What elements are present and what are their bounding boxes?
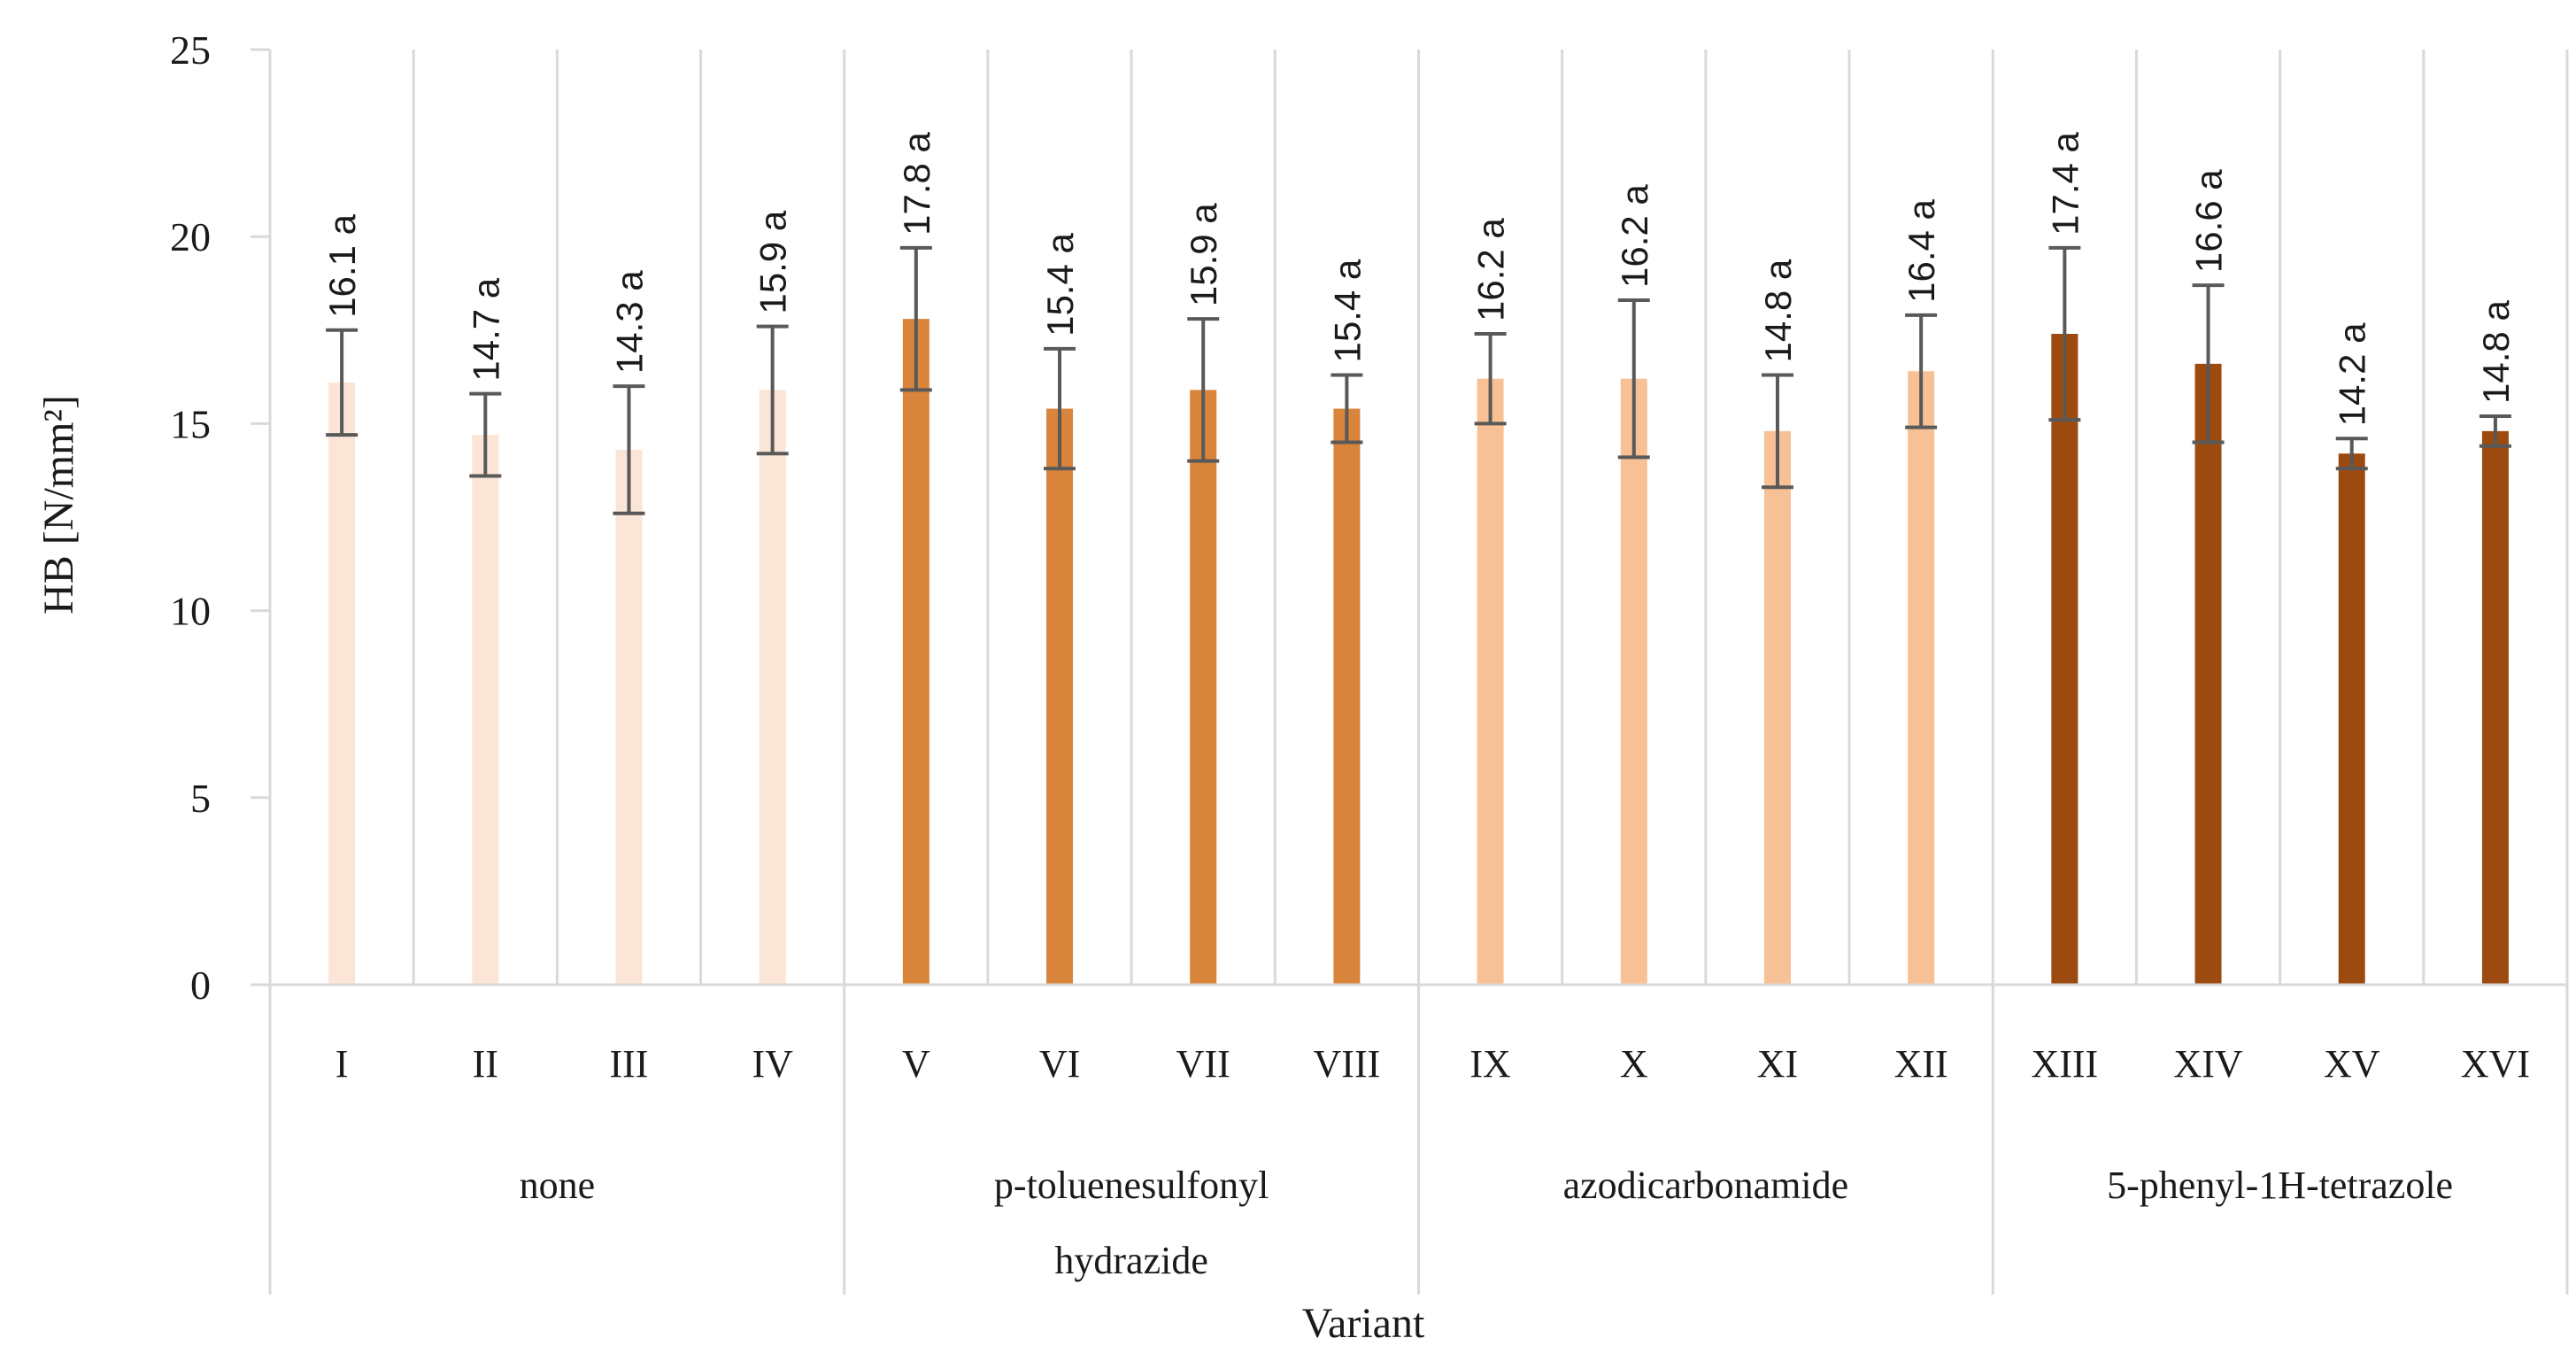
data-label-XI: 14.8 a [1757,259,1799,362]
bar-VII [1190,390,1217,985]
x-tick-label-VIII: VIII [1314,1042,1381,1086]
bar-IV [759,390,786,985]
data-label-XIII: 17.4 a [2044,131,2086,235]
group-label-2: azodicarbonamide [1563,1164,1849,1207]
bar-XII [1908,371,1935,985]
bar-XI [1763,430,1791,985]
x-tick-label-IX: IX [1469,1042,1510,1086]
y-tick-label: 25 [170,27,211,73]
labels-layer: 16.1 a I 14.7 a II 14.3 a III 15.9 a IV 17.8 a V 1… [321,131,2530,1282]
bar-III [615,449,643,985]
x-tick-label-VI: VI [1039,1042,1080,1086]
x-tick-label-XI: XI [1757,1042,1798,1086]
bar-II [472,435,499,985]
data-label-VIII: 15.4 a [1326,259,1368,362]
x-tick-label-X: X [1620,1042,1648,1086]
x-tick-label-XV: XV [2324,1042,2380,1086]
y-tick-label: 5 [190,776,211,821]
x-tick-label-XVI: XVI [2461,1042,2530,1086]
bar-VI [1046,408,1074,985]
x-tick-label-VII: VII [1176,1042,1230,1086]
group-label-3: 5-phenyl-1H-tetrazole [2107,1164,2453,1207]
axes-layer: 0 5 10 15 20 25 [170,27,2569,1295]
group-label-1: hydrazide [1054,1239,1207,1282]
x-tick-label-XII: XII [1894,1042,1948,1086]
data-label-III: 14.3 a [608,270,650,374]
bar-IX [1477,378,1504,985]
bar-XV [2338,453,2365,985]
bar-I [328,382,356,985]
bar-V [902,319,929,985]
grid-layer [268,50,2569,985]
x-axis-title: Variant [1302,1300,1425,1347]
data-label-XII: 16.4 a [1901,198,1942,302]
y-axis-title: HB [N/mm²] [35,395,82,615]
bars-layer [328,319,2509,985]
data-label-V: 17.8 a [896,131,937,235]
data-label-I: 16.1 a [321,213,363,317]
y-tick-label: 0 [190,963,211,1008]
y-tick-label: 20 [170,214,211,259]
bar-XVI [2481,430,2509,985]
data-label-VI: 15.4 a [1039,233,1081,336]
data-label-XVI: 14.8 a [2475,300,2517,404]
x-tick-label-XIII: XIII [2031,1042,2098,1086]
data-label-XIV: 16.6 a [2188,169,2230,273]
x-tick-label-I: I [335,1042,349,1086]
error-bars-layer [326,245,2511,515]
x-tick-label-XIV: XIV [2173,1042,2242,1086]
data-label-VII: 15.9 a [1183,203,1224,306]
group-label-0: none [520,1164,596,1207]
bar-X [1620,378,1647,985]
bar-XIII [2051,334,2079,985]
data-label-XV: 14.2 a [2332,322,2373,426]
x-tick-label-V: V [902,1042,930,1086]
x-tick-label-IV: IV [752,1042,793,1086]
data-label-IV: 15.9 a [752,210,794,313]
bar-VIII [1333,408,1361,985]
x-tick-label-II: II [473,1042,498,1086]
x-tick-label-III: III [609,1042,648,1086]
bar-XIV [2194,363,2222,985]
group-label-1: p-toluenesulfonyl [994,1164,1269,1207]
y-tick-label: 15 [170,401,211,446]
data-label-II: 14.7 a [465,277,506,381]
data-label-X: 16.2 a [1614,184,1655,288]
y-tick-label: 10 [170,589,211,634]
data-label-IX: 16.2 a [1470,218,1512,321]
